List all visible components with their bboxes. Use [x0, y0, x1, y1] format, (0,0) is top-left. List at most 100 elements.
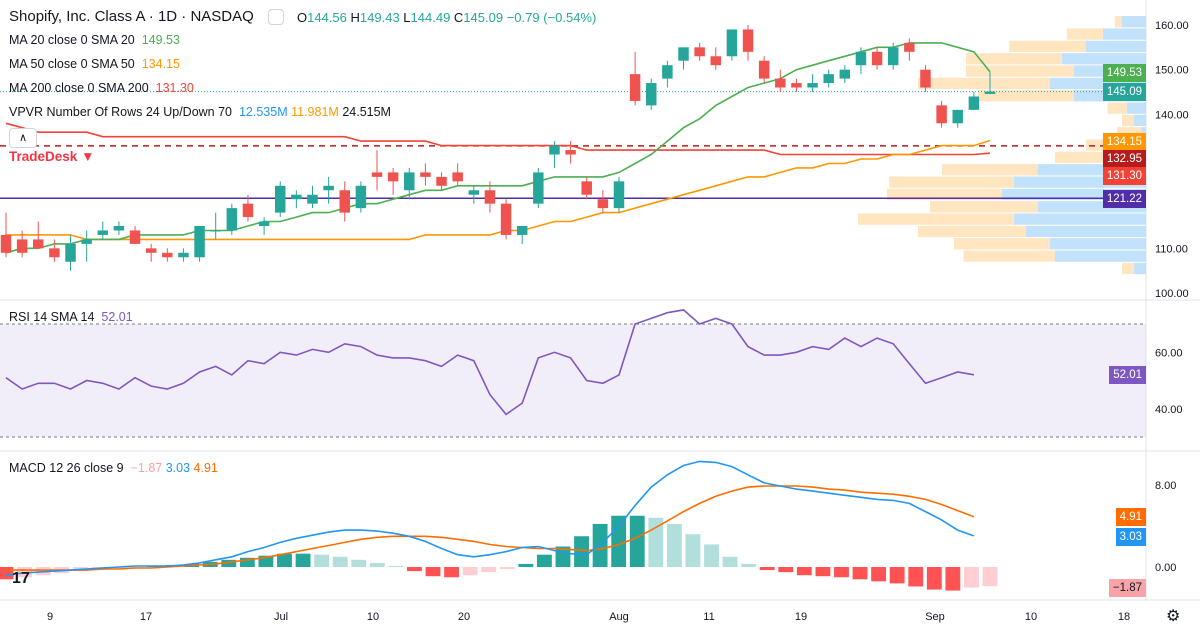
candle-body: [49, 248, 60, 258]
vpvr-up-bar: [1134, 114, 1146, 127]
vpvr-up-bar: [1134, 262, 1146, 275]
vpvr-down-bar: [918, 77, 1050, 90]
candle-body: [613, 181, 625, 209]
vpvr-down-bar: [1122, 114, 1134, 127]
macd-hist-axis-label: −1.87: [1108, 579, 1146, 597]
price-tick-label: 110.00: [1155, 243, 1188, 255]
candle-body: [500, 203, 512, 235]
candle-body: [984, 91, 996, 94]
candle-body: [178, 252, 189, 258]
candle-body: [162, 252, 173, 258]
close-label: C: [453, 10, 464, 25]
candle-body: [871, 51, 883, 66]
candle-body: [16, 239, 28, 253]
macd-hist-bar: [221, 559, 237, 567]
time-tick-label: 19: [795, 611, 807, 623]
macd-hist-bar: [239, 557, 255, 567]
macd-label: MACD 12 26 close 9: [9, 461, 124, 475]
candle-body: [516, 226, 528, 235]
open-label: O: [297, 10, 308, 25]
tradedesk-drawing-label[interactable]: TradeDesk ▼: [9, 149, 94, 164]
time-tick-label: 20: [458, 611, 470, 623]
macd-hist-bar: [574, 536, 589, 567]
candle-body: [694, 47, 705, 57]
vpvr-down-bar: [954, 238, 1050, 250]
vpvr-up-bar: [1026, 225, 1146, 238]
high-label: H: [350, 10, 360, 25]
time-tick-label: Jul: [274, 611, 288, 623]
chevron-up-icon: ∧: [18, 132, 28, 144]
rsi-legend[interactable]: RSI 14 SMA 14 52.01: [9, 310, 133, 324]
macd-hist-bar: [462, 567, 478, 576]
macd-hist-bar: [834, 567, 849, 578]
candle-body: [339, 190, 350, 213]
vpvr-legend[interactable]: VPVR Number Of Rows 24 Up/Down 70 12.535…: [9, 105, 391, 119]
ma200-legend[interactable]: MA 200 close 0 SMA 200 131.30: [9, 81, 194, 95]
candle-body: [468, 190, 480, 195]
macd-hist-bar: [332, 556, 348, 567]
time-tick-label: 17: [140, 611, 152, 623]
macd-hist-bar: [369, 562, 385, 567]
candle-body: [775, 78, 786, 88]
price-tick-label: 160.00: [1155, 20, 1189, 32]
macd-line-value: 3.03: [165, 461, 191, 475]
macd-hist-value: −1.87: [130, 461, 163, 475]
macd-legend[interactable]: MACD 12 26 close 9 −1.87 3.03 4.91: [9, 461, 218, 475]
macd-hist-bar: [926, 567, 942, 590]
rsi-value: 52.01: [101, 310, 133, 324]
gear-icon[interactable]: ⚙: [1166, 608, 1181, 625]
hide-legend-button[interactable]: [268, 9, 284, 25]
vpvr-down-bar: [1122, 262, 1134, 275]
vpvr-down-bar: [978, 90, 1074, 102]
macd-hist-bar: [444, 567, 460, 578]
price-label-last: 145.09: [1102, 83, 1146, 101]
candle-body: [210, 230, 221, 232]
macd-hist-bar: [536, 554, 552, 567]
macd-hist-bar: [908, 567, 924, 587]
macd-hist-bar: [17, 567, 32, 578]
ma20-line: [5, 42, 991, 254]
low-value: 144.49: [410, 10, 451, 25]
candle-body: [194, 226, 205, 258]
macd-line-axis-label: 3.03: [1115, 528, 1146, 546]
candle-body: [710, 56, 722, 66]
rsi-label: RSI 14 SMA 14: [9, 310, 95, 324]
ma50-legend[interactable]: MA 50 close 0 SMA 50 134.15: [9, 57, 180, 71]
vpvr-up-bar: [1050, 77, 1146, 90]
candle-body: [742, 29, 754, 52]
macd-tick-label: 0.00: [1155, 562, 1176, 574]
vpvr-up-bar: [1122, 16, 1146, 28]
vpvr-up-bar: [1102, 28, 1146, 40]
price-label-ma20: 149.53: [1102, 64, 1146, 82]
macd-hist-bar: [704, 544, 719, 567]
time-tick-label: 11: [703, 611, 714, 623]
candle-body: [33, 239, 44, 249]
macd-hist-bar: [407, 567, 422, 572]
vpvr-down-bar: [942, 164, 1038, 176]
high-value: 149.43: [359, 10, 400, 25]
collapse-legend-button[interactable]: ∧: [9, 128, 37, 148]
macd-hist-bar: [964, 567, 979, 588]
candle-body: [920, 69, 931, 88]
macd-hist-bar: [796, 567, 812, 576]
macd-hist-bar: [258, 555, 274, 567]
candle-body: [291, 194, 302, 200]
time-tick-label: 10: [367, 611, 379, 623]
ma50-line: [6, 139, 991, 241]
time-tick-label: 18: [1118, 611, 1130, 623]
candle-body: [97, 230, 109, 235]
vpvr-down-bar: [1107, 102, 1127, 114]
rsi-line: [5, 309, 975, 416]
macd-hist-bar: [945, 567, 961, 591]
ma20-value: 149.53: [141, 33, 180, 47]
candle-body: [646, 83, 657, 106]
candle-body: [855, 51, 867, 66]
ma20-legend[interactable]: MA 20 close 0 SMA 20 149.53: [9, 33, 180, 47]
candle-body: [258, 221, 270, 226]
vpvr-up-bar: [1054, 250, 1146, 262]
macd-tick-label: 8.00: [1155, 480, 1176, 492]
ma50-label: MA 50 close 0 SMA 50: [9, 57, 135, 71]
tradingview-logo-icon[interactable]: 17: [12, 570, 30, 587]
vpvr-up-bar: [1141, 127, 1146, 139]
